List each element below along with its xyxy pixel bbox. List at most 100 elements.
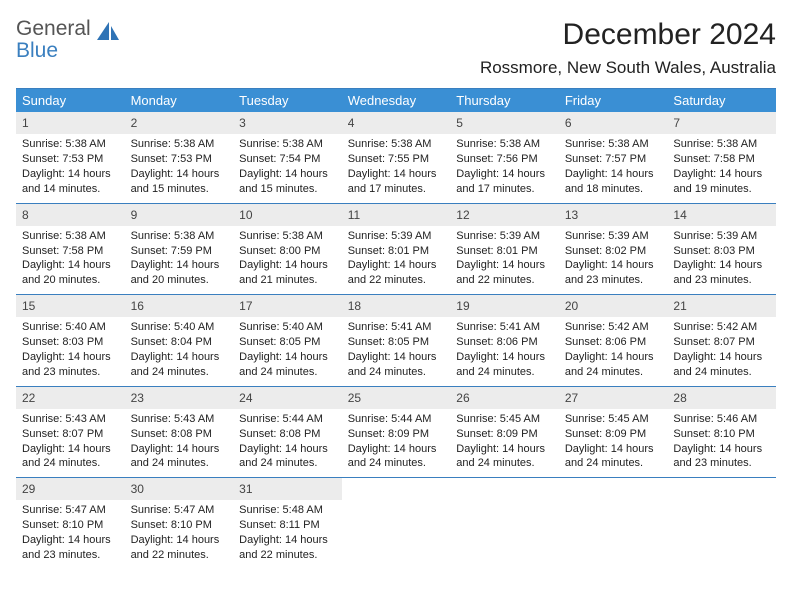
sunrise-text: Sunrise: 5:42 AM [565,320,662,335]
logo-line1: General [16,18,91,40]
daylight-line1: Daylight: 14 hours [673,167,770,182]
empty-cell [342,478,451,569]
sunset-text: Sunset: 8:10 PM [131,518,228,533]
sunset-text: Sunset: 8:05 PM [239,335,336,350]
day-body: Sunrise: 5:38 AMSunset: 7:57 PMDaylight:… [559,137,668,196]
daylight-line1: Daylight: 14 hours [456,350,553,365]
day-body: Sunrise: 5:40 AMSunset: 8:05 PMDaylight:… [233,320,342,379]
daylight-line2: and 24 minutes. [348,365,445,380]
sunset-text: Sunset: 8:02 PM [565,244,662,259]
day-body: Sunrise: 5:39 AMSunset: 8:01 PMDaylight:… [450,229,559,288]
day-cell: 9Sunrise: 5:38 AMSunset: 7:59 PMDaylight… [125,204,234,296]
day-number: 2 [125,112,234,134]
daylight-line2: and 23 minutes. [673,456,770,471]
day-cell: 27Sunrise: 5:45 AMSunset: 8:09 PMDayligh… [559,387,668,479]
daylight-line1: Daylight: 14 hours [673,258,770,273]
daylight-line1: Daylight: 14 hours [239,533,336,548]
empty-cell [450,478,559,569]
daylight-line2: and 22 minutes. [131,548,228,563]
sunrise-text: Sunrise: 5:38 AM [239,229,336,244]
daylight-line2: and 19 minutes. [673,182,770,197]
day-body: Sunrise: 5:40 AMSunset: 8:04 PMDaylight:… [125,320,234,379]
daylight-line1: Daylight: 14 hours [131,442,228,457]
daylight-line1: Daylight: 14 hours [22,442,119,457]
daylight-line2: and 22 minutes. [239,548,336,563]
daylight-line2: and 23 minutes. [22,365,119,380]
day-cell: 20Sunrise: 5:42 AMSunset: 8:06 PMDayligh… [559,295,668,387]
daylight-line1: Daylight: 14 hours [239,350,336,365]
daylight-line1: Daylight: 14 hours [348,258,445,273]
day-number: 28 [667,387,776,409]
day-body: Sunrise: 5:43 AMSunset: 8:07 PMDaylight:… [16,412,125,471]
daylight-line1: Daylight: 14 hours [131,167,228,182]
daylight-line1: Daylight: 14 hours [565,258,662,273]
daylight-line2: and 24 minutes. [348,456,445,471]
sunrise-text: Sunrise: 5:45 AM [565,412,662,427]
day-body: Sunrise: 5:41 AMSunset: 8:06 PMDaylight:… [450,320,559,379]
day-cell: 13Sunrise: 5:39 AMSunset: 8:02 PMDayligh… [559,204,668,296]
daylight-line2: and 24 minutes. [22,456,119,471]
day-number: 21 [667,295,776,317]
header: General Blue December 2024 Rossmore, New… [16,18,776,78]
day-number: 22 [16,387,125,409]
sunrise-text: Sunrise: 5:48 AM [239,503,336,518]
sunrise-text: Sunrise: 5:41 AM [456,320,553,335]
sunrise-text: Sunrise: 5:43 AM [131,412,228,427]
dayhead-saturday: Saturday [667,89,776,112]
daylight-line1: Daylight: 14 hours [348,442,445,457]
sunset-text: Sunset: 8:09 PM [456,427,553,442]
sunrise-text: Sunrise: 5:38 AM [131,229,228,244]
day-body: Sunrise: 5:38 AMSunset: 7:55 PMDaylight:… [342,137,451,196]
daylight-line1: Daylight: 14 hours [456,258,553,273]
daylight-line2: and 24 minutes. [131,456,228,471]
sunset-text: Sunset: 7:53 PM [131,152,228,167]
day-body: Sunrise: 5:44 AMSunset: 8:08 PMDaylight:… [233,412,342,471]
day-number: 26 [450,387,559,409]
daylight-line1: Daylight: 14 hours [239,258,336,273]
day-body: Sunrise: 5:47 AMSunset: 8:10 PMDaylight:… [125,503,234,562]
day-number: 1 [16,112,125,134]
day-number: 24 [233,387,342,409]
day-number: 18 [342,295,451,317]
sunrise-text: Sunrise: 5:38 AM [22,229,119,244]
day-number: 8 [16,204,125,226]
day-body: Sunrise: 5:39 AMSunset: 8:03 PMDaylight:… [667,229,776,288]
title-block: December 2024 Rossmore, New South Wales,… [480,18,776,78]
day-number: 29 [16,478,125,500]
daylight-line2: and 24 minutes. [131,365,228,380]
daylight-line1: Daylight: 14 hours [348,350,445,365]
sunset-text: Sunset: 7:57 PM [565,152,662,167]
daylight-line2: and 24 minutes. [673,365,770,380]
dayhead-friday: Friday [559,89,668,112]
day-cell: 10Sunrise: 5:38 AMSunset: 8:00 PMDayligh… [233,204,342,296]
day-cell: 28Sunrise: 5:46 AMSunset: 8:10 PMDayligh… [667,387,776,479]
day-number: 4 [342,112,451,134]
day-body: Sunrise: 5:38 AMSunset: 7:59 PMDaylight:… [125,229,234,288]
day-body: Sunrise: 5:48 AMSunset: 8:11 PMDaylight:… [233,503,342,562]
daylight-line2: and 24 minutes. [456,456,553,471]
day-body: Sunrise: 5:44 AMSunset: 8:09 PMDaylight:… [342,412,451,471]
day-cell: 23Sunrise: 5:43 AMSunset: 8:08 PMDayligh… [125,387,234,479]
daylight-line2: and 24 minutes. [565,365,662,380]
sunrise-text: Sunrise: 5:38 AM [239,137,336,152]
daylight-line2: and 23 minutes. [673,273,770,288]
daylight-line2: and 24 minutes. [565,456,662,471]
sunrise-text: Sunrise: 5:39 AM [348,229,445,244]
sunset-text: Sunset: 8:01 PM [456,244,553,259]
dayhead-monday: Monday [125,89,234,112]
day-body: Sunrise: 5:45 AMSunset: 8:09 PMDaylight:… [559,412,668,471]
day-body: Sunrise: 5:43 AMSunset: 8:08 PMDaylight:… [125,412,234,471]
sunset-text: Sunset: 7:58 PM [22,244,119,259]
logo-text: General Blue [16,18,91,62]
sunrise-text: Sunrise: 5:40 AM [22,320,119,335]
day-cell: 21Sunrise: 5:42 AMSunset: 8:07 PMDayligh… [667,295,776,387]
sunrise-text: Sunrise: 5:38 AM [456,137,553,152]
daylight-line2: and 15 minutes. [239,182,336,197]
day-number: 16 [125,295,234,317]
day-body: Sunrise: 5:38 AMSunset: 7:53 PMDaylight:… [125,137,234,196]
sunrise-text: Sunrise: 5:46 AM [673,412,770,427]
day-cell: 6Sunrise: 5:38 AMSunset: 7:57 PMDaylight… [559,112,668,204]
sunset-text: Sunset: 7:58 PM [673,152,770,167]
day-cell: 29Sunrise: 5:47 AMSunset: 8:10 PMDayligh… [16,478,125,569]
daylight-line1: Daylight: 14 hours [348,167,445,182]
